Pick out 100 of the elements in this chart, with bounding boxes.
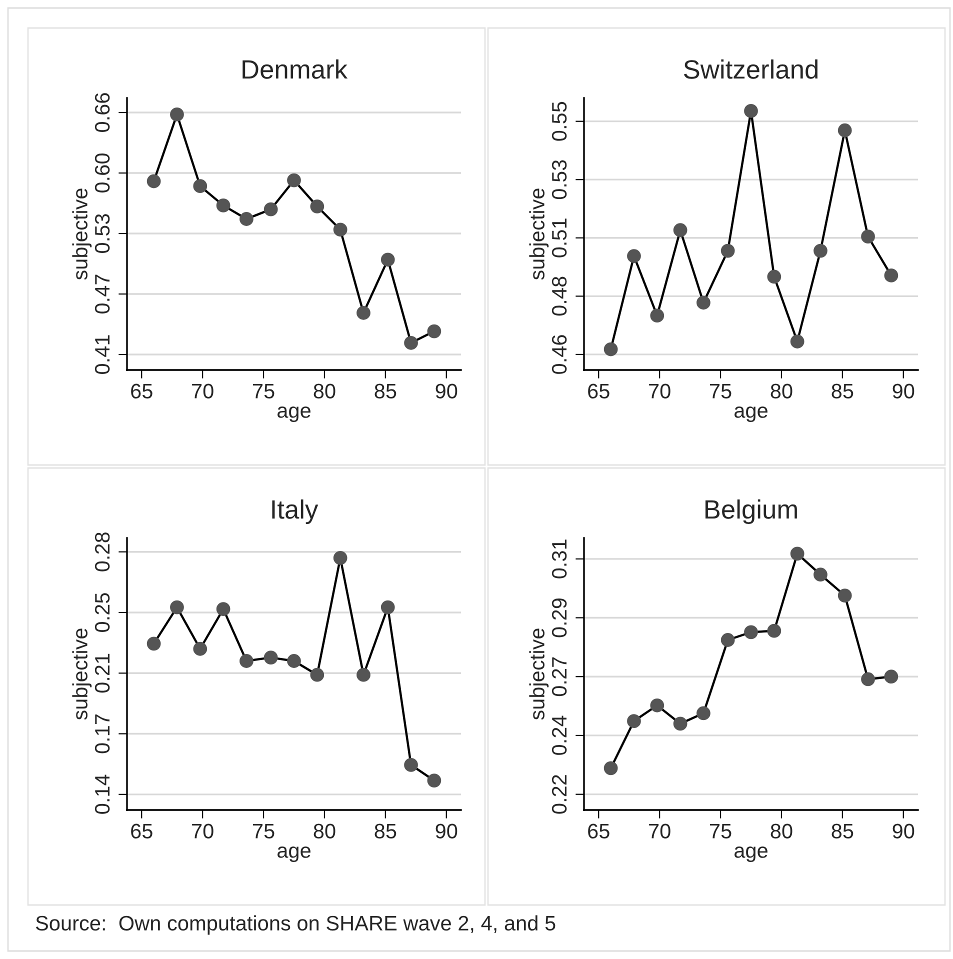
point bbox=[814, 244, 828, 258]
x-tick-label: 70 bbox=[192, 824, 214, 838]
y-tick-label: 0.51 bbox=[552, 218, 567, 258]
y-tick-label: 0.29 bbox=[552, 598, 567, 638]
x-tick-label: 90 bbox=[892, 824, 914, 838]
point bbox=[193, 642, 208, 656]
y-tick-label: 0.48 bbox=[552, 276, 567, 316]
point bbox=[170, 600, 184, 614]
y-tick-label: 0.66 bbox=[94, 93, 110, 132]
point bbox=[650, 308, 664, 323]
x-tick-label: 65 bbox=[588, 384, 610, 398]
point bbox=[884, 670, 898, 684]
y-axis-title: subjective bbox=[72, 628, 92, 720]
x-tick-label: 80 bbox=[770, 384, 792, 398]
y-tick-label: 0.47 bbox=[94, 274, 110, 314]
point bbox=[884, 268, 898, 282]
point bbox=[240, 212, 254, 226]
point bbox=[310, 199, 324, 214]
x-tick-label: 85 bbox=[374, 824, 396, 838]
point bbox=[627, 714, 641, 728]
point bbox=[427, 774, 442, 788]
point bbox=[767, 624, 782, 638]
chart-title: Belgium bbox=[706, 499, 797, 524]
chart-title: Denmark bbox=[242, 59, 348, 79]
y-tick-label: 0.53 bbox=[94, 214, 110, 253]
point bbox=[170, 108, 184, 122]
point bbox=[790, 546, 804, 561]
y-tick-label: 0.25 bbox=[94, 593, 110, 632]
x-tick-label: 80 bbox=[314, 384, 336, 398]
source-note: Source: Own computations on SHARE wave 2, 4, and 5 bbox=[36, 915, 556, 935]
point bbox=[604, 342, 618, 356]
point bbox=[673, 223, 688, 238]
x-axis-title: age bbox=[734, 846, 768, 862]
x-tick-label: 90 bbox=[892, 384, 914, 398]
point bbox=[333, 222, 348, 237]
y-axis-title: subjective bbox=[72, 188, 92, 280]
x-tick-label: 85 bbox=[374, 384, 396, 398]
point bbox=[146, 636, 161, 651]
point bbox=[356, 306, 370, 320]
y-tick-label: 0.31 bbox=[552, 540, 567, 578]
x-tick-label: 65 bbox=[588, 824, 610, 838]
x-tick-label: 70 bbox=[649, 824, 670, 838]
y-tick-label: 0.22 bbox=[552, 775, 567, 814]
point bbox=[240, 654, 254, 668]
y-tick-label: 0.41 bbox=[94, 335, 110, 374]
y-tick-label: 0.53 bbox=[552, 160, 567, 200]
x-tick-label: 85 bbox=[832, 824, 854, 838]
point bbox=[333, 550, 348, 565]
x-tick-label: 70 bbox=[649, 384, 670, 398]
point bbox=[427, 324, 442, 338]
x-tick-label: 65 bbox=[131, 824, 152, 838]
point bbox=[838, 123, 852, 138]
point bbox=[193, 179, 208, 194]
point bbox=[356, 668, 370, 682]
point bbox=[146, 174, 161, 188]
point bbox=[287, 654, 301, 668]
x-tick-label: 75 bbox=[710, 824, 732, 838]
x-axis-title: age bbox=[278, 846, 310, 862]
point bbox=[380, 600, 395, 614]
x-tick-label: 75 bbox=[710, 384, 732, 398]
y-tick-label: 0.46 bbox=[552, 335, 567, 374]
point bbox=[216, 602, 230, 616]
y-axis-title: subjective bbox=[529, 628, 549, 720]
y-tick-label: 0.17 bbox=[94, 714, 110, 754]
point bbox=[287, 173, 301, 188]
point bbox=[627, 249, 641, 263]
y-tick-label: 0.60 bbox=[94, 154, 110, 192]
x-tick-label: 75 bbox=[253, 824, 274, 838]
y-tick-label: 0.24 bbox=[552, 716, 567, 755]
point bbox=[216, 198, 230, 212]
x-tick-label: 70 bbox=[192, 384, 214, 398]
point bbox=[650, 698, 664, 712]
point bbox=[604, 761, 618, 776]
point bbox=[744, 625, 758, 640]
point bbox=[814, 568, 828, 582]
point bbox=[861, 672, 875, 686]
x-tick-label: 65 bbox=[131, 384, 152, 398]
chart-title: Switzerland bbox=[684, 59, 818, 79]
y-tick-label: 0.55 bbox=[552, 102, 567, 141]
point bbox=[310, 668, 324, 682]
x-axis-title: age bbox=[278, 406, 310, 422]
point bbox=[673, 716, 688, 731]
y-tick-label: 0.28 bbox=[94, 532, 110, 572]
point bbox=[696, 706, 710, 720]
point bbox=[744, 104, 758, 118]
point bbox=[861, 230, 875, 244]
x-tick-label: 80 bbox=[314, 824, 336, 838]
point bbox=[767, 270, 782, 284]
x-tick-label: 75 bbox=[253, 384, 274, 398]
point bbox=[720, 633, 735, 647]
point bbox=[720, 244, 735, 258]
point bbox=[404, 336, 418, 350]
x-tick-label: 80 bbox=[770, 824, 792, 838]
point bbox=[404, 758, 418, 772]
x-tick-label: 85 bbox=[832, 384, 854, 398]
x-axis-title: age bbox=[734, 406, 768, 422]
y-tick-label: 0.21 bbox=[94, 654, 110, 693]
chart-title: Italy bbox=[272, 499, 318, 524]
x-tick-label: 90 bbox=[436, 384, 458, 398]
x-tick-label: 90 bbox=[436, 824, 458, 838]
